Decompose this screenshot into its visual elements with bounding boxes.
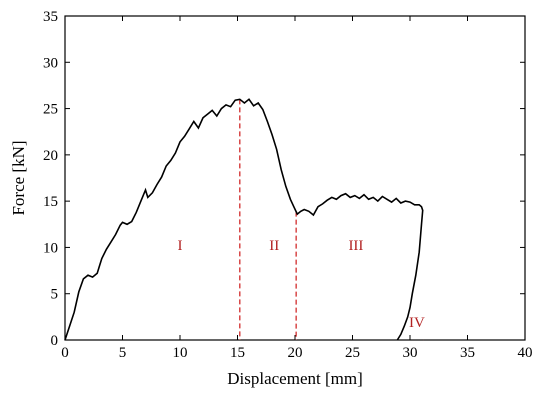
- x-tick-label: 5: [119, 345, 127, 361]
- x-tick-label: 35: [460, 345, 475, 361]
- x-tick-label: 10: [173, 345, 188, 361]
- region-label-1: I: [178, 238, 183, 254]
- x-tick-label: 25: [345, 345, 360, 361]
- y-tick-label: 35: [43, 9, 58, 25]
- x-tick-label: 15: [230, 345, 245, 361]
- y-tick-label: 15: [43, 194, 58, 210]
- x-tick-label: 0: [61, 345, 69, 361]
- y-tick-label: 25: [43, 102, 58, 118]
- y-tick-label: 10: [43, 240, 58, 256]
- region-label-2: II: [269, 238, 279, 254]
- y-tick-label: 20: [43, 148, 58, 164]
- plot-frame: [64, 15, 526, 341]
- x-tick-label: 40: [518, 345, 533, 361]
- region-label-4: IV: [409, 315, 425, 331]
- region-label-3: III: [348, 238, 363, 254]
- x-tick-label: 30: [403, 345, 418, 361]
- y-tick-label: 0: [51, 333, 59, 349]
- force-curve: [64, 98, 424, 341]
- x-axis-label: Displacement [mm]: [227, 369, 363, 388]
- y-tick-label: 5: [51, 287, 59, 303]
- y-axis-label: Force [kN]: [9, 140, 28, 215]
- y-tick-label: 30: [43, 55, 58, 71]
- x-tick-label: 20: [288, 345, 303, 361]
